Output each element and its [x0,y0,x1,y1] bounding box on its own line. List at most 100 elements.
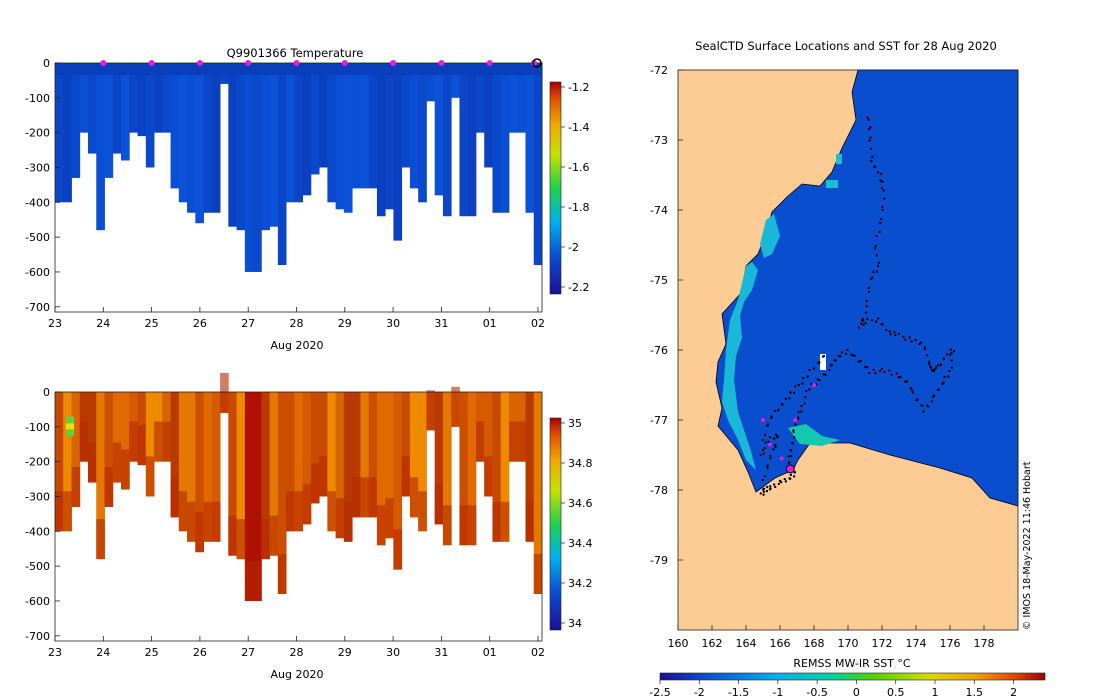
seal-track-point [879,179,882,182]
seal-track-point [803,402,806,405]
temperature-profile-column [525,63,535,213]
seal-track-point [766,485,769,489]
seal-track-point [883,370,886,374]
seal-track-point [788,461,791,464]
salinity-deep-layer [129,421,138,462]
salinity-deep-layer [368,477,378,518]
salinity-profile-column [442,392,452,546]
temperature-surface-layer [451,63,460,75]
seal-track-point [846,348,849,352]
seal-track-point [927,362,931,366]
temperature-profile-column [178,63,188,203]
salinity-profile-column [71,392,81,507]
salinity-profile-column [467,392,477,546]
temperature-y-tick-label: -200 [25,127,50,140]
seal-track-point [866,317,869,321]
salinity-deep-layer [302,484,312,525]
temperature-surface-layer [104,63,114,75]
temperature-surface-layer [286,63,295,75]
temperature-surface-layer [162,63,171,75]
temperature-surface-layer [327,63,337,75]
seal-track-point [828,368,831,372]
salinity-deep-layer [236,519,246,560]
salinity-profile-column [434,392,444,525]
salinity-profile-column [294,392,304,532]
temperature-profile-column [121,63,130,161]
seal-track-point [923,347,926,350]
sst-colorbar-tick-label: -0.5 [806,686,827,699]
salinity-profile-column [368,392,378,518]
salinity-x-tick-label: 24 [96,646,110,659]
salinity-deep-layer [508,421,518,462]
temperature-x-tick-label: 01 [483,317,497,330]
seal-track-point [865,366,869,369]
seal-track-point [878,369,882,373]
salinity-profile-column [459,392,469,546]
seal-track-point [761,448,765,452]
salinity-deep-layer [286,491,295,532]
temperature-surface-layer [178,63,188,75]
temperature-profile-column [376,63,386,217]
temperature-colorbar-tick-label: -1.8 [568,201,589,214]
salinity-deep-layer [475,421,485,462]
temperature-profile-column [162,63,171,133]
salinity-profile-column [145,392,155,497]
seal-track-marker [779,456,784,461]
salinity-colorbar [549,417,562,631]
salinity-profile-column [343,392,353,542]
salinity-profile-column [277,392,287,594]
seal-track-point [870,319,873,322]
sst-colorbar [659,672,1046,681]
seal-track-point [806,375,809,378]
seal-track-point [879,221,882,225]
temperature-profile-column [96,63,105,231]
seal-track-point [918,342,921,346]
temperature-surface-marker [245,60,252,66]
salinity-colorbar-tick-label: 34 [568,617,582,630]
salinity-deep-layer [195,512,204,553]
seal-track-point [787,455,790,458]
temperature-profile-column [368,63,378,189]
salinity-deep-layer [401,456,411,497]
temperature-surface-layer [418,63,427,75]
temperature-surface-layer [426,63,436,75]
seal-track-point [844,352,848,356]
temperature-profile-column [137,63,147,137]
seal-track-point [781,403,784,406]
seal-track-point [864,311,868,314]
map-coastal-cyan-patch-2 [836,154,842,164]
temperature-colorbar-tick-label: -1.4 [568,121,589,134]
salinity-profile-column [500,392,510,542]
temperature-colorbar-tick-label: -1.2 [568,81,589,94]
salinity-profile-column [211,392,221,542]
temperature-surface-layer [187,63,196,75]
seal-track-point [769,457,772,460]
salinity-profile-column [418,392,427,532]
seal-track-point [816,378,819,381]
salinity-y-tick-label: -100 [25,421,50,434]
temperature-y-axis: 0 -100 -200 -300 -400 -500 -600 -700 [25,57,60,314]
salinity-anomaly [66,423,74,430]
map-coastal-cyan-north [760,214,780,258]
temperature-surface-layer [533,63,543,75]
salinity-y-tick-label: -200 [25,456,50,469]
temperature-surface-marker [390,60,397,66]
salinity-x-tick-label: 29 [338,646,352,659]
seal-track-marker [761,418,765,422]
temperature-surface-layer [492,63,502,75]
seal-track-point [772,483,776,486]
temperature-profile-column [112,63,122,154]
salinity-deep-layer [170,477,180,518]
temperature-y-tick-label: -400 [25,196,50,209]
seal-track-point [865,304,868,308]
salinity-x-tick-label: 02 [531,646,545,659]
temperature-surface-marker [100,60,107,66]
sst-colorbar-tick-label: -2.5 [649,686,670,699]
temperature-profile-column [211,63,221,213]
seal-track-point [770,415,773,418]
seal-track-point [872,368,875,372]
salinity-deep-layer [154,421,163,462]
seal-track-point [792,430,795,434]
sst-colorbar-tick-label: 1 [932,686,939,699]
temperature-surface-layer [211,63,221,75]
